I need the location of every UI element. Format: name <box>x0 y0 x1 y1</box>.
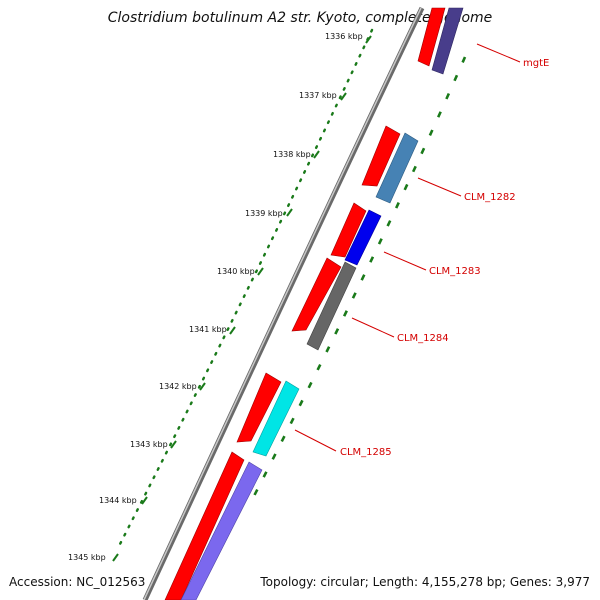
gene-feature-clm-1282 <box>375 132 419 204</box>
tick-label: 1344 kbp <box>99 496 137 505</box>
ruler-tick <box>313 150 320 159</box>
cds-track <box>164 7 446 600</box>
tick-label: 1341 kbp <box>189 325 227 334</box>
tick-label: 1338 kbp <box>273 150 311 159</box>
leader-line <box>351 317 395 338</box>
accession-label: Accession: NC_012563 <box>9 575 145 589</box>
tick-label: 1343 kbp <box>130 440 168 449</box>
leader-line <box>294 429 337 452</box>
cds-feature <box>236 372 282 443</box>
ruler-tick <box>141 496 148 505</box>
ruler-ticks <box>112 35 372 562</box>
inner-tick-track <box>251 56 467 499</box>
leader-line <box>417 177 462 197</box>
gene-label-mgte: mgtE <box>523 58 549 69</box>
gene-label-clm-1282: CLM_1282 <box>464 192 516 203</box>
leader-line <box>383 251 427 271</box>
cds-feature <box>164 451 245 600</box>
tick-label: 1336 kbp <box>325 32 363 41</box>
cds-feature <box>361 125 401 187</box>
ruler-tick <box>340 92 347 101</box>
gene-label-clm-1284: CLM_1284 <box>397 333 449 344</box>
tick-label: 1339 kbp <box>245 209 283 218</box>
genome-backbone-highlight <box>143 7 422 600</box>
ruler-tick <box>112 553 119 562</box>
tick-label: 1342 kbp <box>159 382 197 391</box>
gene-feature-clm-1284 <box>306 261 357 351</box>
ruler-dotted-line <box>116 28 374 550</box>
ruler-tick <box>286 208 293 217</box>
leader-line <box>476 43 521 63</box>
ruler-tick <box>365 35 372 44</box>
ruler-labels: 1336 kbp 1337 kbp 1338 kbp 1339 kbp 1340… <box>68 32 363 562</box>
genome-backbone <box>142 6 425 600</box>
ruler-tick <box>170 440 177 449</box>
ruler-tick <box>229 326 236 335</box>
tick-label: 1340 kbp <box>217 267 255 276</box>
cds-feature <box>330 202 367 258</box>
cds-feature <box>291 257 342 332</box>
gene-feature-clm-1285 <box>252 380 300 457</box>
tick-label: 1345 kbp <box>68 553 106 562</box>
ruler-tick <box>199 382 206 391</box>
gene-feature-clm-1283 <box>344 209 382 266</box>
gene-label-clm-1283: CLM_1283 <box>429 266 481 277</box>
cds-feature <box>417 7 446 67</box>
tick-label: 1337 kbp <box>299 91 337 100</box>
ruler-tick <box>257 267 264 276</box>
gene-track <box>180 7 464 600</box>
gene-labels: mgtE CLM_1282 CLM_1283 CLM_1284 CLM_1285 <box>340 58 549 458</box>
map-title: Clostridium botulinum A2 str. Kyoto, com… <box>108 10 493 26</box>
genome-summary-label: Topology: circular; Length: 4,155,278 bp… <box>259 575 590 589</box>
gene-label-clm-1285: CLM_1285 <box>340 447 392 458</box>
gene-feature <box>180 461 263 600</box>
gene-feature-mgte <box>431 7 464 75</box>
label-leaders <box>294 43 521 452</box>
